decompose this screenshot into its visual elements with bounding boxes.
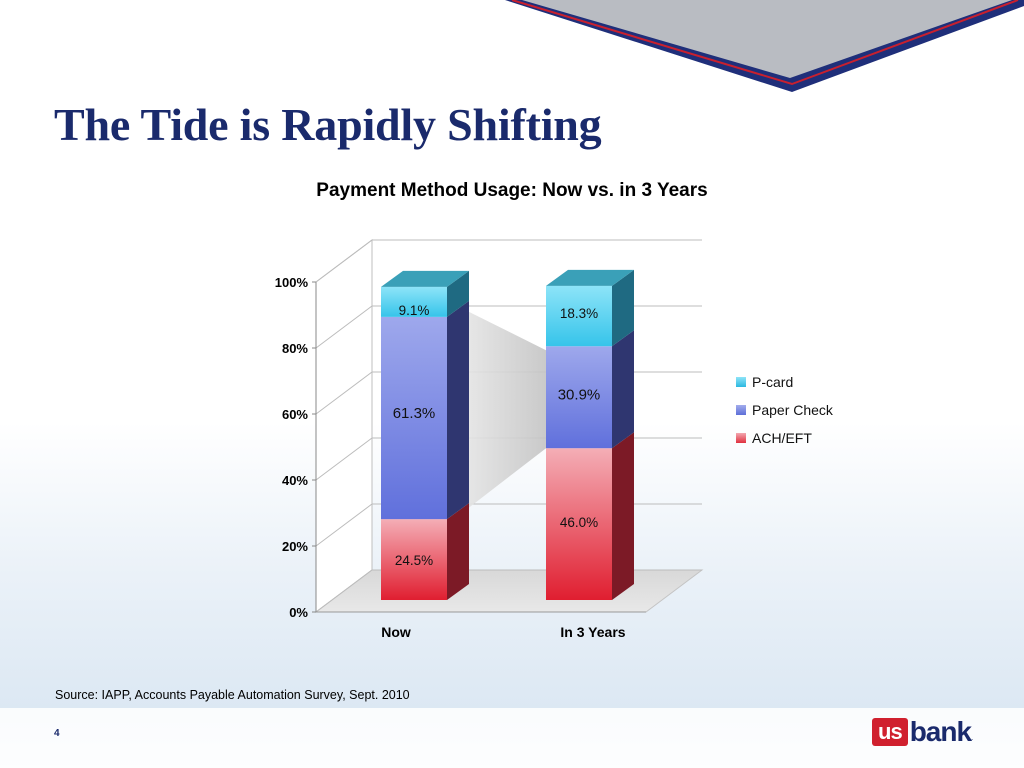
logo-us-mark: us	[872, 718, 908, 746]
chart-legend: P-card Paper Check ACH/EFT	[736, 368, 833, 452]
bar-side	[447, 503, 469, 600]
bar-in-3-years-ach-eft	[546, 448, 612, 600]
stacked-bar-chart: 0% 20% 40% 60% 80% 100% 24.5% 61.3% 9.1% 46.0% 30…	[275, 239, 704, 640]
usbank-logo: us bank .	[872, 716, 973, 748]
data-label: 18.3%	[560, 306, 598, 321]
bar-now-p-card	[381, 286, 447, 317]
legend-item-ach-eft: ACH/EFT	[736, 424, 833, 452]
y-tick-label: 20%	[282, 539, 308, 554]
gridline	[315, 503, 702, 547]
series-connector-shape	[467, 310, 546, 510]
source-note: Source: IAPP, Accounts Payable Automatio…	[55, 688, 410, 702]
y-tick-label: 40%	[282, 473, 308, 488]
bar-now-paper-check	[381, 316, 447, 520]
logo-bank-text: bank	[909, 716, 972, 747]
bar-in-3-years-p-card	[546, 285, 612, 347]
bar-side	[447, 270, 469, 317]
y-tick-label: 80%	[282, 341, 308, 356]
data-label: 30.9%	[558, 386, 601, 403]
bar-side	[447, 300, 469, 520]
chart-title: Payment Method Usage: Now vs. in 3 Years	[316, 180, 708, 201]
y-tick-label: 100%	[275, 275, 309, 290]
floor	[314, 569, 704, 613]
bar-side	[612, 432, 634, 600]
legend-swatch-paper-check	[736, 405, 746, 415]
logo-trademark: .	[971, 733, 974, 742]
x-axis-categories: Now In 3 Years	[316, 611, 646, 640]
slide-title: The Tide is Rapidly Shifting	[54, 99, 602, 150]
gridline	[315, 239, 702, 283]
bar-top	[546, 269, 634, 286]
data-labels: 24.5% 61.3% 9.1% 46.0% 30.9% 18.3%	[393, 303, 601, 568]
data-label: 46.0%	[560, 515, 598, 530]
legend-label-paper-check: Paper Check	[752, 402, 833, 418]
page-number: 4	[54, 728, 60, 739]
data-label: 61.3%	[393, 405, 436, 422]
y-axis-ticks: 0% 20% 40% 60% 80% 100%	[275, 275, 317, 620]
data-label: 24.5%	[395, 553, 433, 568]
legend-item-paper-check: Paper Check	[736, 396, 833, 424]
y-tick-label: 60%	[282, 407, 308, 422]
bar-now-ach-eft	[381, 519, 447, 600]
bar-side	[612, 269, 634, 347]
legend-label-p-card: P-card	[752, 374, 794, 390]
side-wall	[315, 239, 373, 613]
x-category-label: In 3 Years	[560, 624, 625, 640]
x-category-label: Now	[381, 624, 411, 640]
y-tick-label: 0%	[289, 605, 308, 620]
header-banner	[505, 0, 1024, 92]
bars	[381, 269, 634, 600]
bar-top	[381, 270, 469, 287]
banner-red-stripe	[511, 0, 1019, 86]
series-connector	[467, 310, 546, 510]
footer-band	[0, 708, 1024, 768]
bar-side	[612, 330, 634, 449]
banner-gray-band	[522, 0, 1012, 78]
data-label: 9.1%	[399, 303, 430, 318]
legend-label-ach-eft: ACH/EFT	[752, 430, 812, 446]
legend-item-p-card: P-card	[736, 368, 833, 396]
bar-in-3-years-paper-check	[546, 346, 612, 449]
legend-swatch-ach-eft	[736, 433, 746, 443]
legend-swatch-p-card	[736, 377, 746, 387]
